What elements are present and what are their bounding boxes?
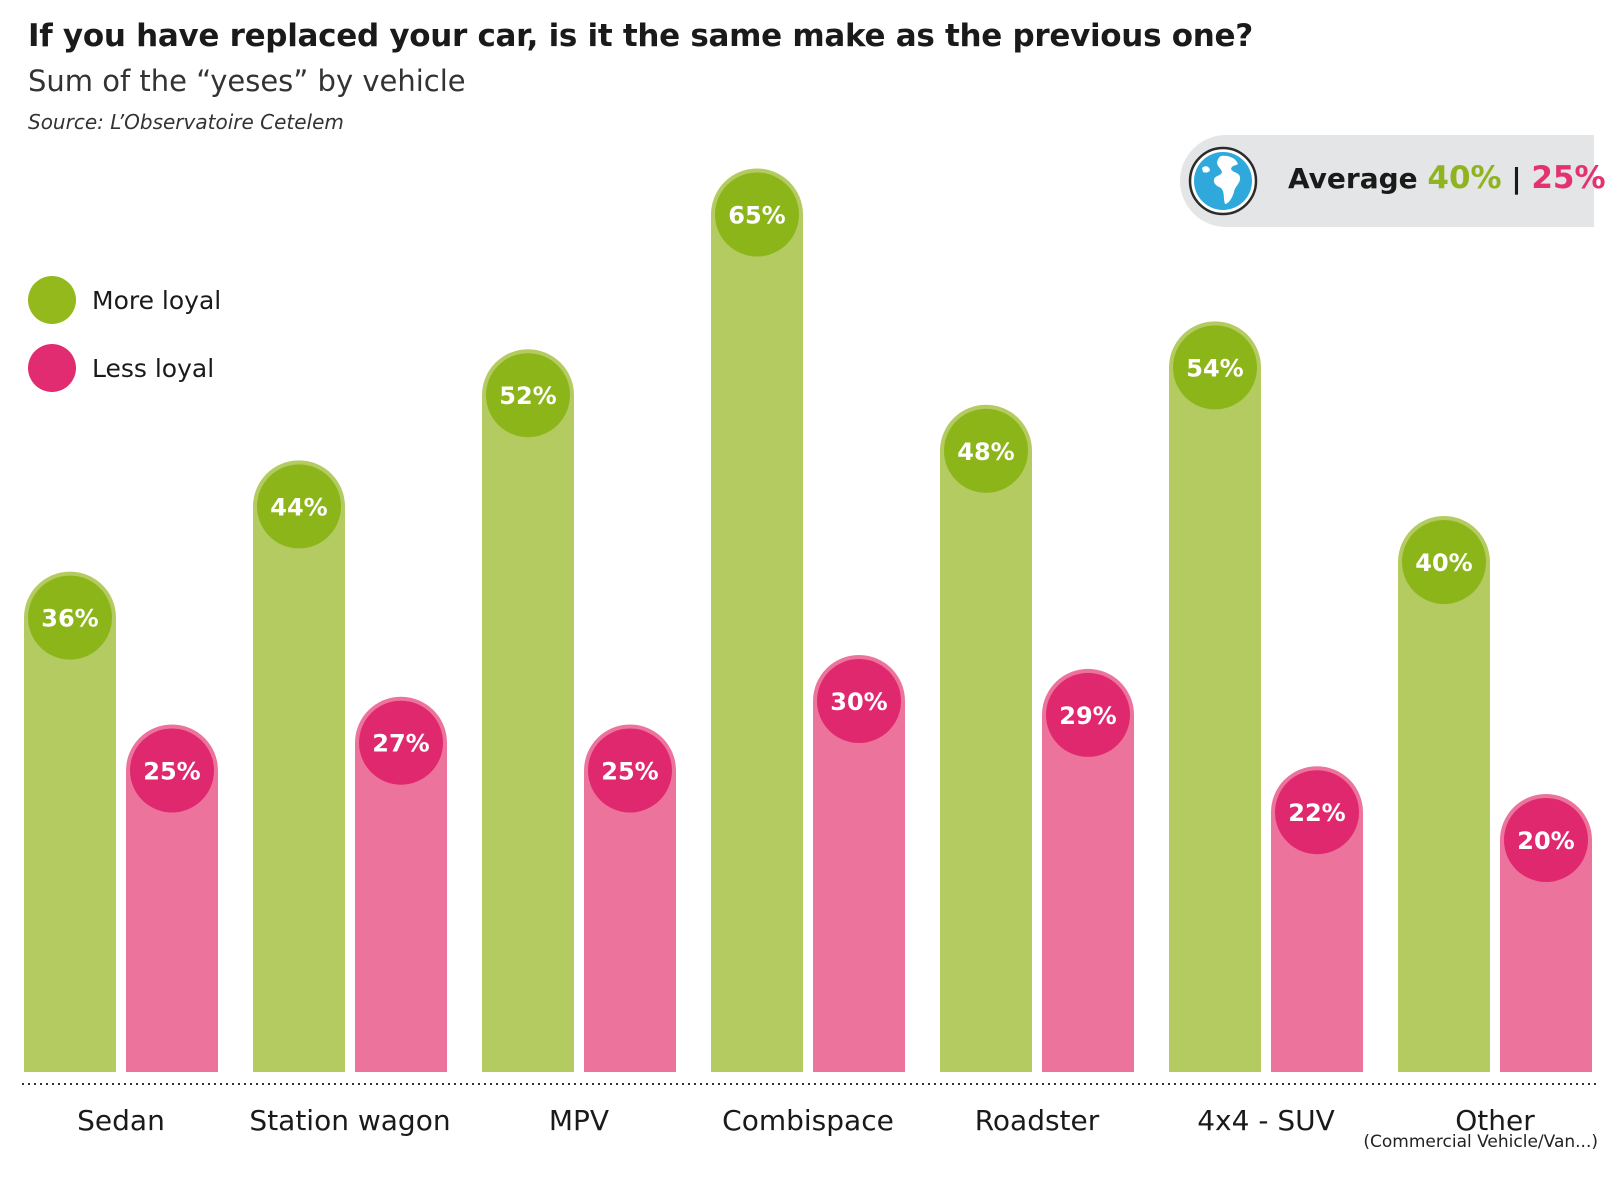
data-label-more-loyal-5: 54% — [1186, 354, 1243, 382]
data-label-less-loyal-6: 20% — [1517, 827, 1574, 855]
data-label-less-loyal-2: 25% — [601, 758, 658, 786]
data-label-less-loyal-5: 22% — [1288, 799, 1345, 827]
bar-more-loyal-5 — [1169, 321, 1261, 1072]
value-circle-more-loyal-0 — [28, 575, 112, 660]
bar-more-loyal-0 — [24, 571, 117, 1072]
value-circle-less-loyal-4 — [1046, 672, 1130, 757]
bar-less-loyal-1 — [355, 696, 447, 1072]
value-circle-less-loyal-6 — [1504, 798, 1588, 882]
legend-label-more-loyal: More loyal — [92, 285, 222, 315]
data-label-more-loyal-2: 52% — [499, 382, 556, 410]
value-circle-less-loyal-3 — [817, 659, 901, 743]
bar-less-loyal-3 — [813, 655, 905, 1072]
bar-more-loyal-2 — [482, 349, 574, 1072]
average-label: Average — [1288, 162, 1418, 195]
average-less-loyal: 25% — [1531, 160, 1606, 196]
value-circle-more-loyal-2 — [486, 353, 570, 438]
value-circle-less-loyal-1 — [359, 700, 443, 785]
data-label-less-loyal-0: 25% — [143, 758, 200, 786]
bar-less-loyal-2 — [584, 724, 676, 1072]
data-label-more-loyal-6: 40% — [1415, 549, 1472, 577]
category-label-5: 4x4 - SUV — [1197, 1104, 1335, 1137]
data-label-less-loyal-1: 27% — [372, 730, 429, 758]
category-label-2: MPV — [549, 1104, 609, 1137]
category-label-6: Other — [1455, 1104, 1535, 1137]
data-label-more-loyal-4: 48% — [957, 438, 1014, 466]
legend-swatch-more-loyal — [28, 276, 76, 324]
average-text: Average 40% | 25% — [1288, 160, 1606, 196]
category-label-4: Roadster — [975, 1104, 1100, 1137]
legend-more-loyal: More loyal — [28, 276, 221, 324]
legend-less-loyal: Less loyal — [28, 344, 214, 392]
other-category-note: (Commercial Vehicle/Van...) — [1363, 1132, 1598, 1152]
value-circle-more-loyal-3 — [715, 172, 799, 257]
data-label-more-loyal-0: 36% — [41, 605, 98, 633]
chart-title: If you have replaced your car, is it the… — [28, 18, 1253, 54]
bar-more-loyal-6 — [1398, 516, 1490, 1072]
chart-source: Source: L’Observatoire Cetelem — [28, 110, 344, 134]
data-label-more-loyal-1: 44% — [270, 493, 327, 521]
chart-subtitle: Sum of the “yeses” by vehicle — [28, 64, 466, 98]
category-label-1: Station wagon — [249, 1104, 450, 1137]
value-circle-less-loyal-2 — [588, 728, 672, 813]
value-circle-more-loyal-4 — [944, 408, 1028, 493]
legend-swatch-less-loyal — [28, 344, 76, 392]
value-circle-less-loyal-0 — [130, 728, 214, 813]
legend-label-less-loyal: Less loyal — [92, 353, 215, 383]
globe-icon — [1188, 146, 1258, 216]
bar-more-loyal-4 — [940, 404, 1032, 1072]
category-label-0: Sedan — [77, 1104, 165, 1137]
value-circle-more-loyal-6 — [1402, 520, 1486, 604]
data-label-less-loyal-4: 29% — [1059, 702, 1116, 730]
data-label-less-loyal-3: 30% — [830, 688, 887, 716]
value-circle-less-loyal-5 — [1275, 770, 1359, 855]
bar-less-loyal-4 — [1042, 668, 1134, 1072]
value-circle-more-loyal-5 — [1173, 325, 1257, 410]
average-separator: | — [1511, 162, 1522, 195]
data-label-more-loyal-3: 65% — [728, 202, 785, 230]
average-more-loyal: 40% — [1427, 160, 1502, 196]
category-label-3: Combispace — [722, 1104, 894, 1137]
value-circle-more-loyal-1 — [257, 464, 341, 549]
bar-less-loyal-0 — [126, 724, 218, 1072]
bar-more-loyal-3 — [711, 168, 803, 1072]
bar-more-loyal-1 — [253, 460, 345, 1072]
